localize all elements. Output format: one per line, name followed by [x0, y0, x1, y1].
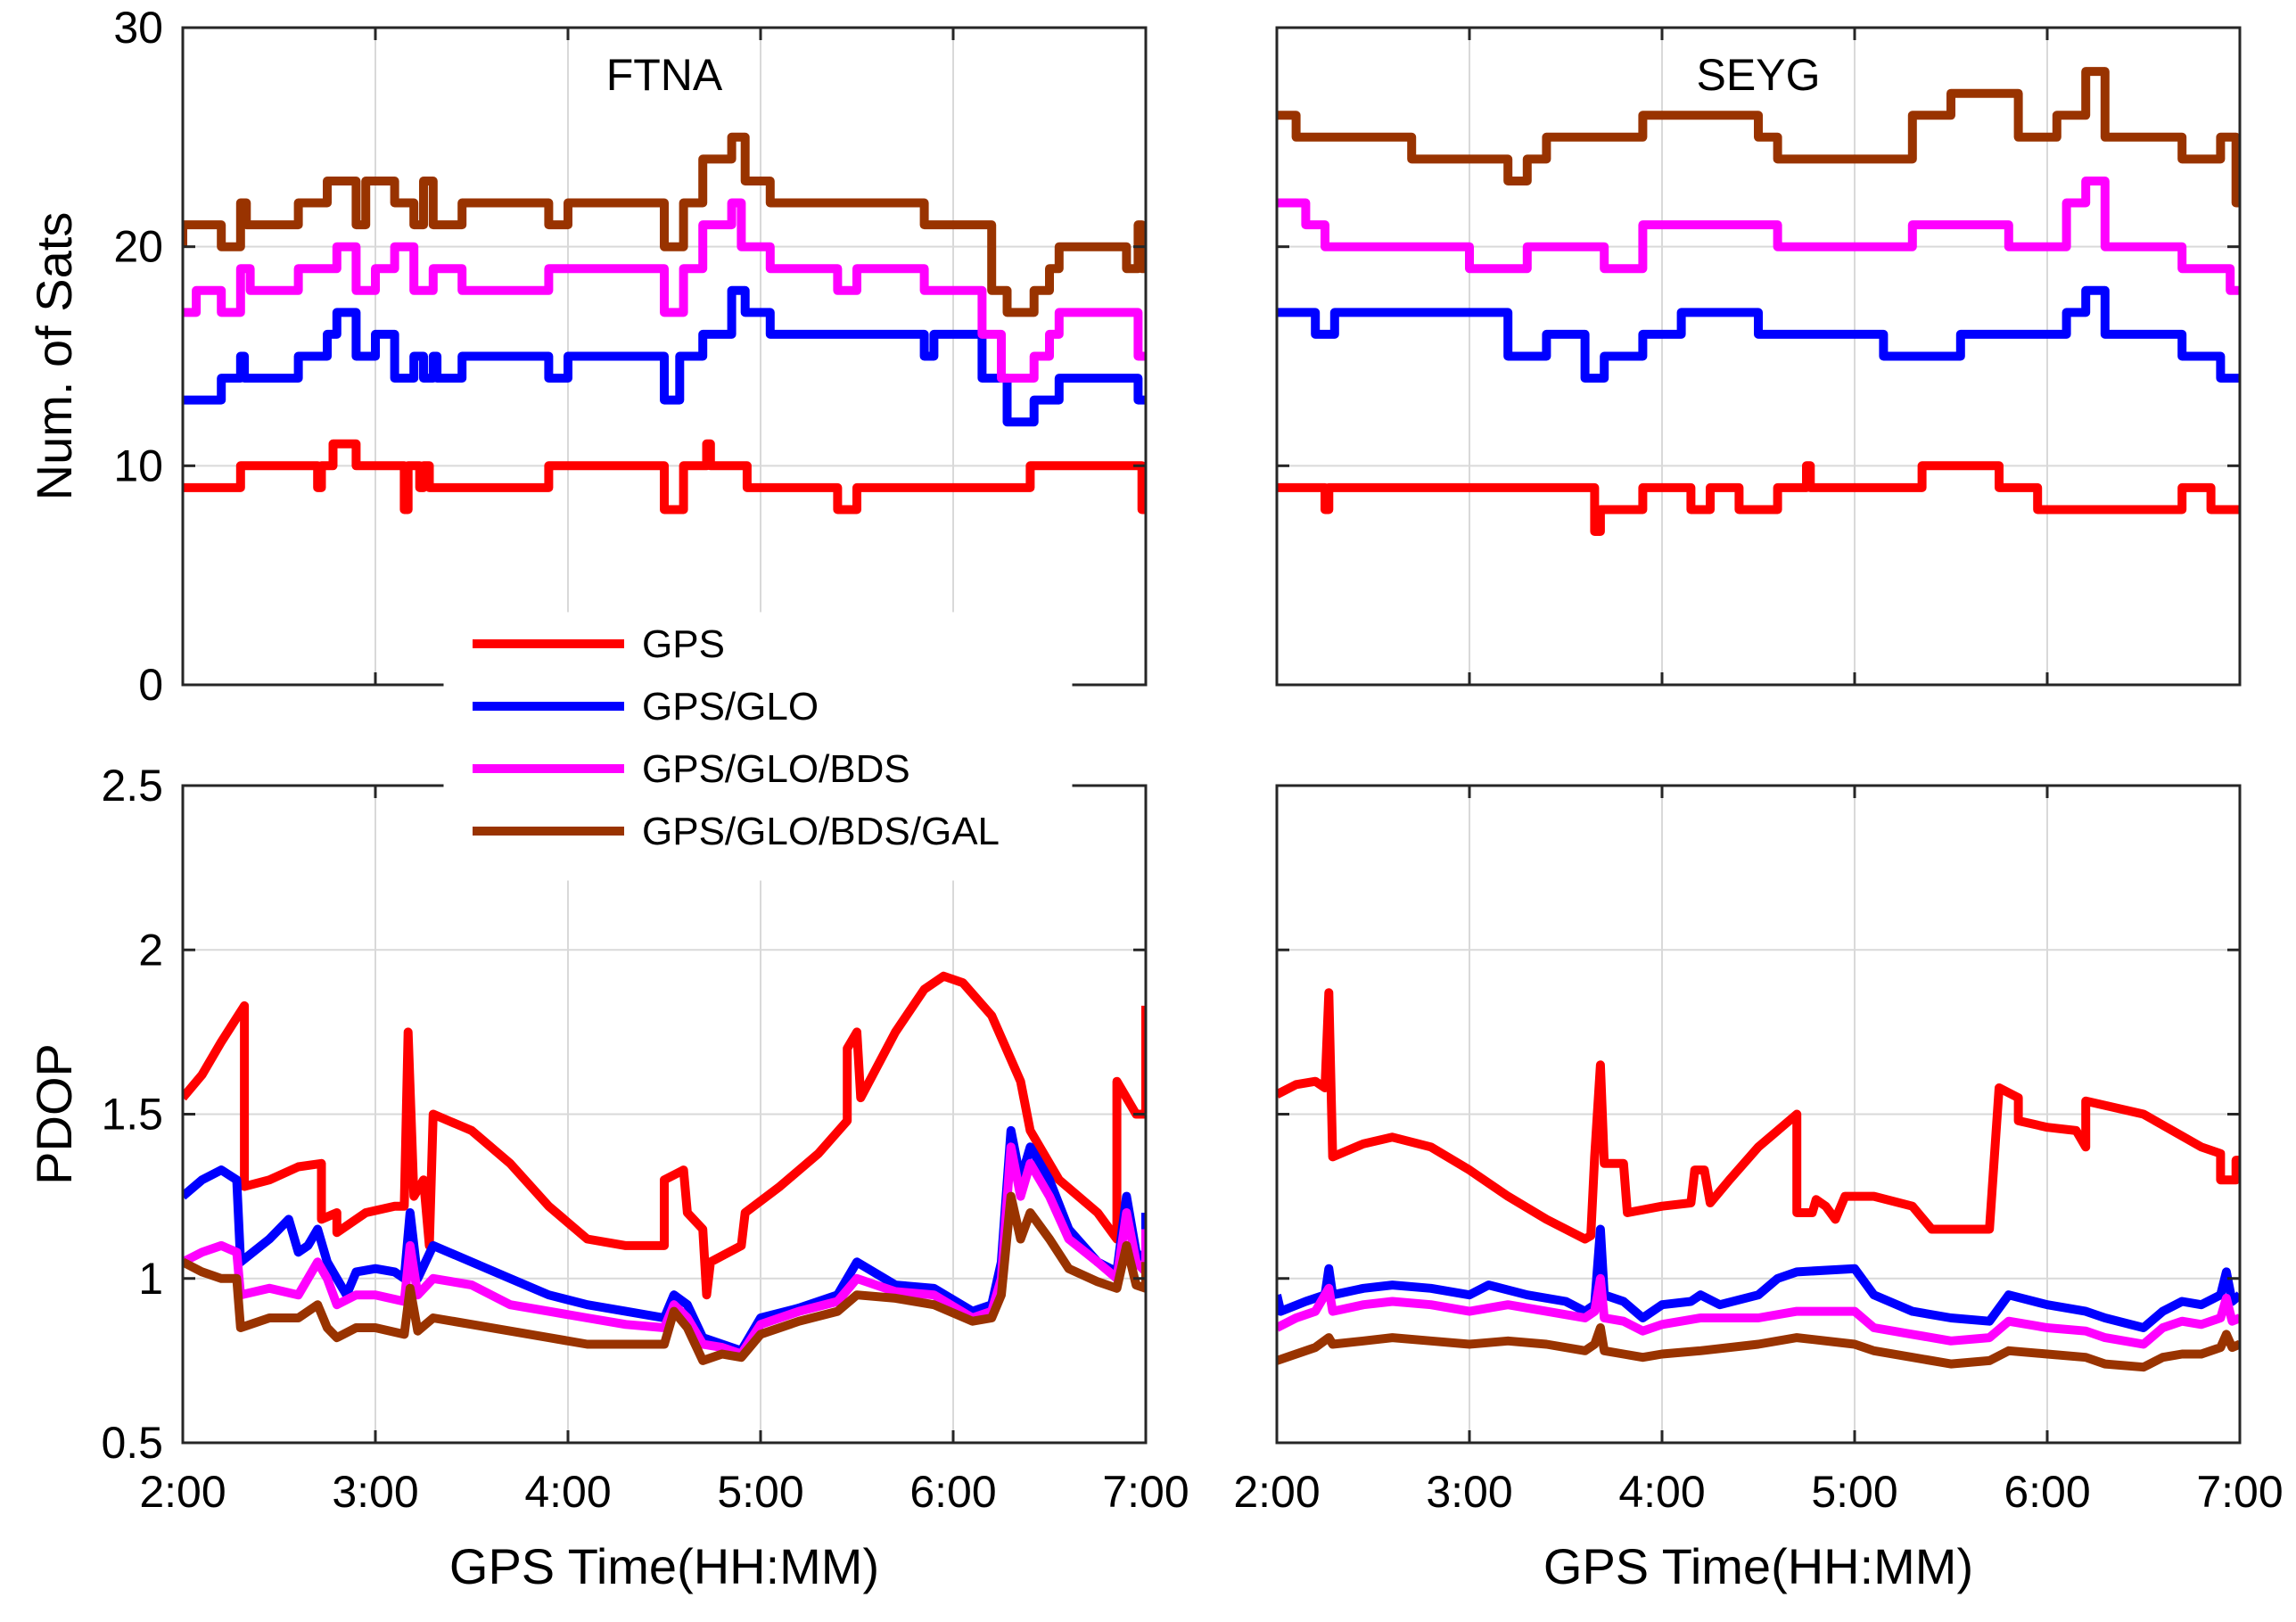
panel-ftna-sats: 0 10 20 30 FTNA Num. of Sats	[26, 3, 1148, 710]
panel-title: FTNA	[606, 50, 723, 100]
x-tick-label: 5:00	[1811, 1467, 1897, 1517]
legend-label: GPS/GLO/BDS	[642, 747, 910, 791]
series-group	[183, 132, 1146, 515]
series-line-gps	[1277, 461, 2240, 536]
legend-label: GPS	[642, 622, 725, 666]
y-tick-label: 1.5	[101, 1090, 163, 1140]
x-axis-label: GPS Time(HH:MM)	[1543, 1538, 1973, 1594]
x-tick-label: 3:00	[1426, 1467, 1512, 1517]
x-tick-label: 4:00	[1618, 1467, 1705, 1517]
x-axis-label: GPS Time(HH:MM)	[449, 1538, 879, 1594]
x-tick-label: 7:00	[1102, 1467, 1189, 1517]
x-tick-label: 2:00	[139, 1467, 226, 1517]
panel-title: SEYG	[1697, 50, 1821, 100]
x-tick-label: 5:00	[717, 1467, 803, 1517]
x-tick-label: 3:00	[332, 1467, 418, 1517]
series-group	[183, 971, 1146, 1365]
y-tick-label: 0.5	[101, 1418, 163, 1468]
series-line-gps-glo-bds	[183, 1142, 1146, 1359]
panel-seyg-pdop: 2:00 3:00 4:00 5:00 6:00 7:00 GPS Time(HH:MM)	[1233, 784, 2284, 1594]
series-line-gps-glo	[1277, 1224, 2240, 1332]
y-tick-label: 30	[113, 3, 163, 53]
axes-box	[1275, 26, 2242, 687]
series-line-gps-glo-bds	[1277, 177, 2240, 295]
series-line-gps-glo-bds	[1277, 1273, 2240, 1349]
series-line-gps-glo-bds-gal	[1277, 1323, 2240, 1372]
x-tick-label: 6:00	[2004, 1467, 2090, 1517]
legend-label: GPS/GLO	[642, 685, 819, 729]
series-line-gps-glo-bds-gal	[183, 1191, 1146, 1365]
y-tick-label: 2.5	[101, 761, 163, 811]
series-line-gps-glo	[1277, 285, 2240, 383]
x-tick-label: 4:00	[524, 1467, 611, 1517]
series-line-gps	[1277, 988, 2240, 1244]
series-line-gps-glo-bds-gal	[183, 132, 1146, 317]
legend: GPS GPS/GLO GPS/GLO/BDS GPS/GLO/BDS/GAL	[443, 612, 1073, 881]
series-line-gps-glo-bds	[183, 198, 1146, 383]
panel-ftna-pdop: 2:00 3:00 4:00 5:00 6:00 7:00 0.5 1 1.5 2 2.5 PDOP G…	[26, 761, 1189, 1594]
panel-seyg-sats: SEYG	[1275, 26, 2242, 687]
legend-label: GPS/GLO/BDS/GAL	[642, 810, 1000, 853]
axes-layer: 0 10 20 30 FTNA Num. of Sats SEYG 2:00 3:00 4:00 5…	[26, 3, 2284, 1594]
y-tick-label: 2	[138, 925, 163, 975]
y-axis-label: PDOP	[26, 1043, 82, 1185]
series-line-gps-glo-bds-gal	[1277, 67, 2240, 208]
x-tick-label: 6:00	[909, 1467, 996, 1517]
x-tick-label: 7:00	[2196, 1467, 2283, 1517]
x-tick-label: 2:00	[1233, 1467, 1320, 1517]
series-line-gps	[183, 439, 1146, 515]
y-tick-label: 1	[138, 1254, 163, 1304]
y-tick-label: 10	[113, 440, 163, 490]
series-line-gps	[183, 971, 1146, 1300]
series-group	[1277, 67, 2240, 536]
y-tick-label: 0	[138, 660, 163, 710]
y-tick-label: 20	[113, 222, 163, 272]
y-axis-label: Num. of Sats	[26, 212, 82, 501]
series-line-gps-glo	[183, 285, 1146, 427]
series-group	[1277, 988, 2240, 1372]
